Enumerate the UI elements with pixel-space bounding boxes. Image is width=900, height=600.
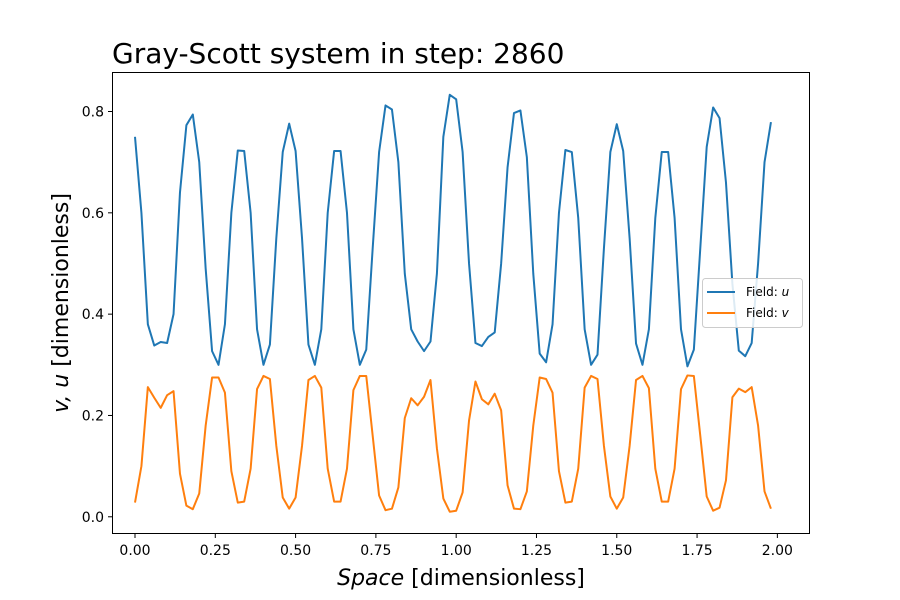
legend-label-v: Field: v (746, 306, 790, 320)
chart-title: Gray-Scott system in step: 2860 (112, 37, 564, 70)
y-axis-label-rest: [dimensionless] (49, 193, 74, 374)
legend-label-u: Field: u (746, 285, 790, 299)
series-line-u (134, 93, 772, 368)
x-tick-label: 1.25 (521, 543, 552, 559)
x-tick-label: 2.00 (762, 543, 793, 559)
y-tick-label: 0.8 (82, 105, 104, 121)
x-axis-label: Space [dimensionless] (337, 566, 585, 591)
y-axis-label-italic: v, u (49, 374, 74, 413)
y-tick-label: 0.0 (82, 510, 104, 526)
y-tick-label: 0.6 (82, 206, 104, 222)
x-tick-label: 1.00 (441, 543, 472, 559)
x-tick-label: 0.50 (280, 543, 311, 559)
y-axis: 0.0 0.2 0.4 0.6 0.8 (82, 105, 113, 526)
x-axis-label-rest: [dimensionless] (404, 566, 585, 591)
plot-area-frame (112, 72, 810, 534)
series-line-v (134, 374, 772, 513)
x-tick-label: 0.25 (200, 543, 231, 559)
x-tick-label: 1.50 (601, 543, 632, 559)
x-axis: 0.00 0.25 0.50 0.75 1.00 1.25 1.50 1.75 2.00 (119, 533, 793, 559)
y-tick-label: 0.2 (82, 408, 104, 424)
series-layer (134, 93, 772, 513)
x-tick-label: 1.75 (681, 543, 712, 559)
x-tick-label: 0.00 (119, 543, 150, 559)
y-tick-label: 0.4 (82, 307, 104, 323)
x-tick-label: 0.75 (360, 543, 391, 559)
legend: Field: u Field: v (702, 278, 803, 328)
legend-frame (702, 278, 803, 328)
y-axis-label: v, u [dimensionless] (49, 193, 74, 413)
x-axis-label-italic: Space (337, 566, 404, 591)
